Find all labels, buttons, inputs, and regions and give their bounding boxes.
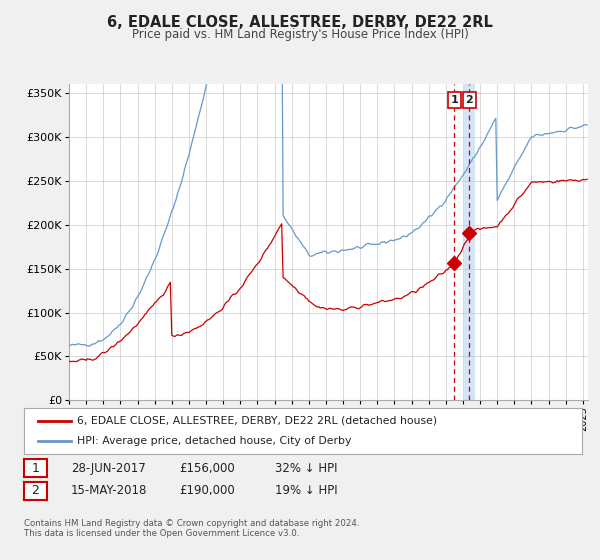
Text: 1: 1 — [31, 461, 40, 475]
Text: 19% ↓ HPI: 19% ↓ HPI — [275, 484, 337, 497]
Text: This data is licensed under the Open Government Licence v3.0.: This data is licensed under the Open Gov… — [24, 529, 299, 538]
Text: £156,000: £156,000 — [179, 461, 235, 475]
Text: 6, EDALE CLOSE, ALLESTREE, DERBY, DE22 2RL: 6, EDALE CLOSE, ALLESTREE, DERBY, DE22 2… — [107, 15, 493, 30]
Text: 15-MAY-2018: 15-MAY-2018 — [71, 484, 147, 497]
Text: 1: 1 — [451, 95, 458, 105]
Text: 6, EDALE CLOSE, ALLESTREE, DERBY, DE22 2RL (detached house): 6, EDALE CLOSE, ALLESTREE, DERBY, DE22 2… — [77, 416, 437, 426]
Text: 32% ↓ HPI: 32% ↓ HPI — [275, 461, 337, 475]
Text: HPI: Average price, detached house, City of Derby: HPI: Average price, detached house, City… — [77, 436, 352, 446]
Text: Price paid vs. HM Land Registry's House Price Index (HPI): Price paid vs. HM Land Registry's House … — [131, 28, 469, 41]
Text: 28-JUN-2017: 28-JUN-2017 — [71, 461, 146, 475]
Text: £190,000: £190,000 — [179, 484, 235, 497]
Text: 2: 2 — [31, 484, 40, 497]
Text: Contains HM Land Registry data © Crown copyright and database right 2024.: Contains HM Land Registry data © Crown c… — [24, 519, 359, 528]
Text: 2: 2 — [466, 95, 473, 105]
